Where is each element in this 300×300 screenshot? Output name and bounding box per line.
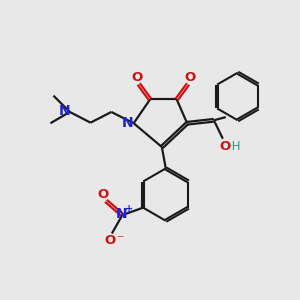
- Text: +: +: [125, 204, 133, 214]
- Text: N: N: [122, 116, 134, 130]
- Text: O: O: [220, 140, 231, 153]
- Text: ⁻: ⁻: [116, 234, 124, 248]
- Text: N: N: [116, 207, 127, 221]
- Text: O: O: [98, 188, 109, 201]
- Text: O: O: [104, 234, 115, 247]
- Text: N: N: [58, 104, 70, 118]
- Text: ·H: ·H: [229, 140, 242, 153]
- Text: O: O: [131, 71, 142, 84]
- Text: O: O: [184, 71, 196, 84]
